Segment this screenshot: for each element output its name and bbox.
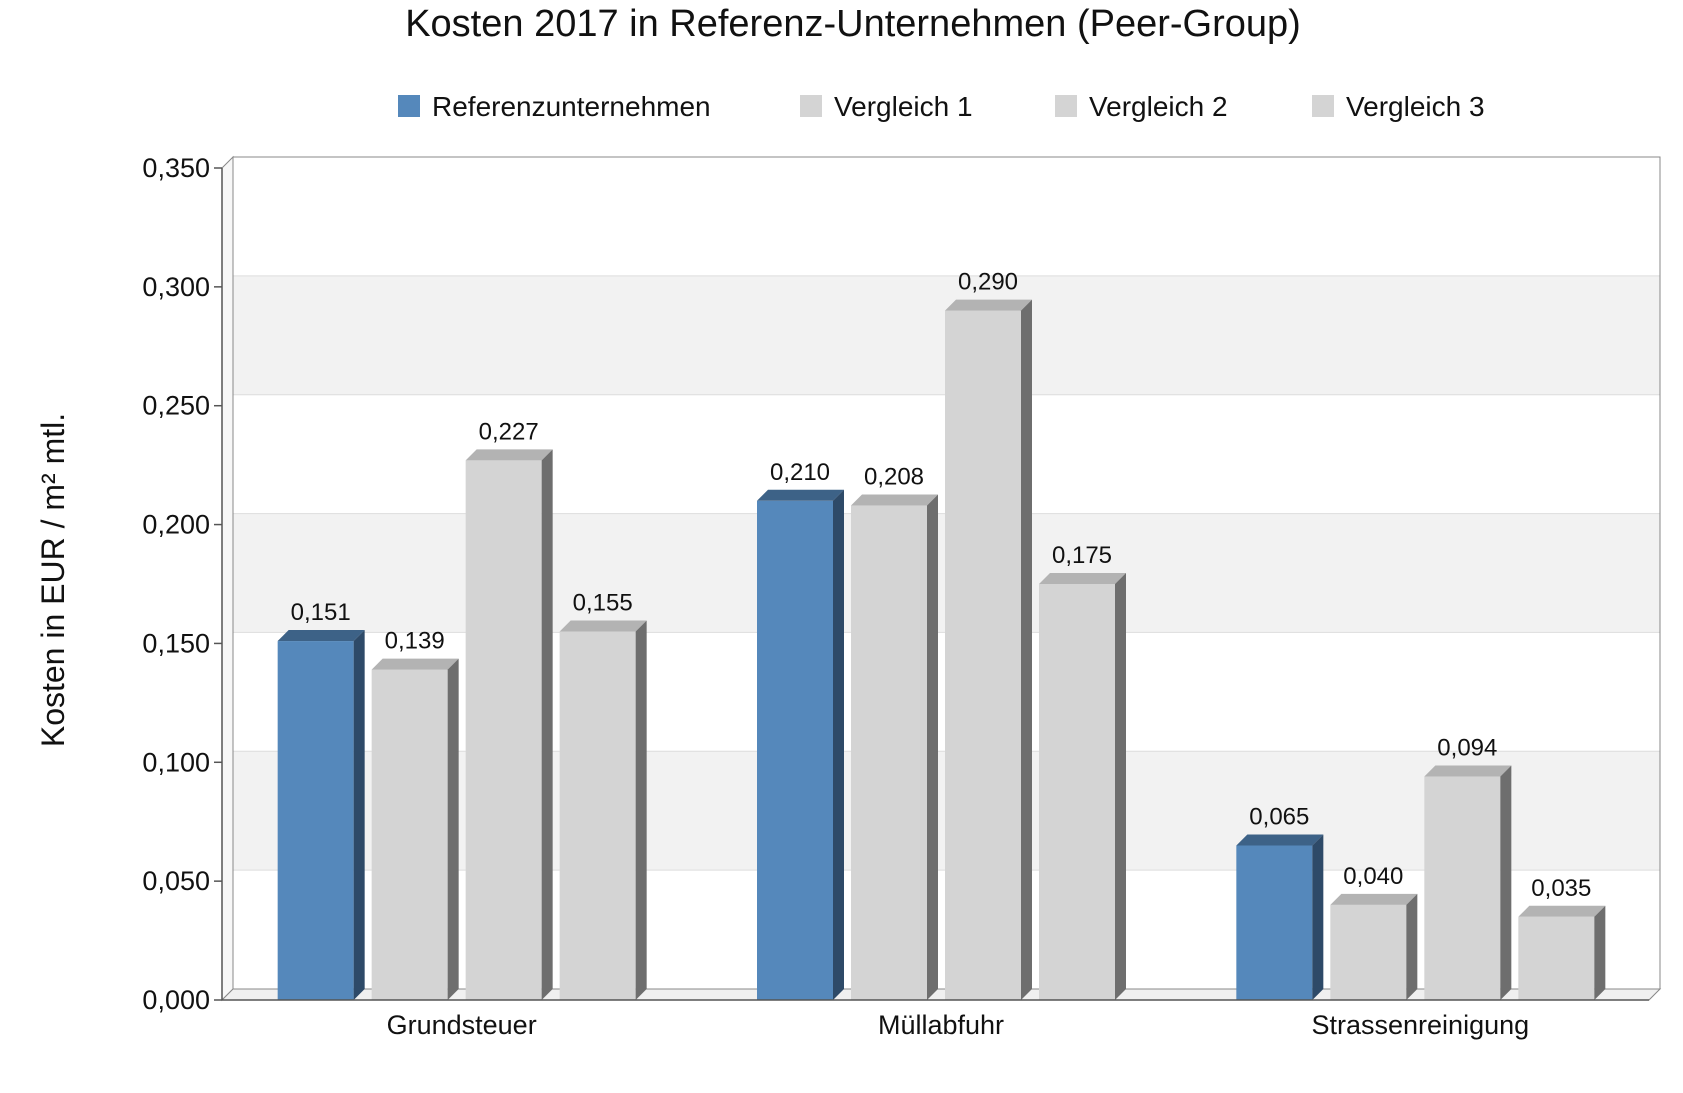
bar-top xyxy=(851,494,938,506)
bar-side xyxy=(541,449,553,1001)
bar xyxy=(277,630,365,1000)
legend-label: Referenzunternehmen xyxy=(432,91,711,122)
legend-label: Vergleich 3 xyxy=(1346,91,1485,122)
data-label: 0,035 xyxy=(1531,875,1591,902)
bar-top xyxy=(945,299,1032,311)
data-label: 0,139 xyxy=(385,628,445,655)
bar-front xyxy=(371,669,448,1000)
bar-top xyxy=(1518,905,1606,917)
y-tick-label: 0,200 xyxy=(142,510,210,540)
bar xyxy=(559,620,647,1000)
y-tick-label: 0,350 xyxy=(142,153,210,183)
data-label: 0,094 xyxy=(1437,735,1497,762)
y-tick-label: 0,000 xyxy=(142,985,210,1015)
bar xyxy=(1236,834,1324,1000)
x-tick-label: Grundsteuer xyxy=(387,1010,537,1040)
data-label: 0,175 xyxy=(1052,542,1112,569)
x-tick-label: Müllabfuhr xyxy=(878,1010,1004,1040)
bar-front xyxy=(465,460,542,1001)
bar-side xyxy=(635,620,647,1000)
bar-top xyxy=(559,620,647,632)
bar-side xyxy=(1021,299,1032,1001)
bar-side xyxy=(927,494,938,1000)
bar-side xyxy=(1500,765,1512,1000)
data-label: 0,290 xyxy=(958,269,1018,296)
x-tick-label: Strassenreinigung xyxy=(1312,1010,1530,1040)
bar-side xyxy=(1115,573,1126,1000)
bar-side xyxy=(1594,905,1606,1000)
bar xyxy=(1518,905,1606,1000)
data-label: 0,155 xyxy=(573,590,633,617)
legend-swatch xyxy=(1055,95,1077,117)
bar-side xyxy=(833,489,844,1000)
bar-side xyxy=(447,658,459,1000)
y-axis-label: Kosten in EUR / m² mtl. xyxy=(35,413,71,747)
bar xyxy=(945,299,1032,1001)
bar-side xyxy=(1312,834,1324,1000)
data-label: 0,065 xyxy=(1249,803,1309,830)
data-label: 0,227 xyxy=(479,418,539,445)
bar-front xyxy=(851,505,927,1000)
y-axis: 0,000 0,050 0,100 0,150 0,200 0,250 0,300 0,350 xyxy=(142,153,223,1015)
legend: Referenzunternehmen Vergleich 1 Vergleich … xyxy=(398,91,1485,122)
y-tick-label: 0,100 xyxy=(142,747,210,777)
grid-band xyxy=(233,157,1660,276)
data-label: 0,210 xyxy=(770,459,830,486)
data-label: 0,040 xyxy=(1343,863,1403,890)
bar xyxy=(1330,893,1418,1000)
legend-label: Vergleich 1 xyxy=(834,91,973,122)
bar-top xyxy=(1039,573,1126,584)
bar xyxy=(1039,573,1126,1000)
side-wall xyxy=(221,155,234,1002)
bar xyxy=(851,494,938,1000)
y-tick-label: 0,300 xyxy=(142,272,210,302)
bar-front xyxy=(1039,584,1115,1000)
bar-side xyxy=(1406,893,1418,1000)
bar-top xyxy=(465,449,553,461)
bar-top xyxy=(277,630,365,642)
legend-label: Vergleich 2 xyxy=(1089,91,1228,122)
legend-swatch xyxy=(398,95,420,117)
y-tick-label: 0,150 xyxy=(142,628,210,658)
bar-top xyxy=(1424,765,1512,777)
bar-front xyxy=(945,310,1021,1001)
bar-front xyxy=(1518,916,1595,1000)
bar-front xyxy=(757,500,833,1000)
legend-swatch xyxy=(800,95,822,117)
bar-front xyxy=(559,631,636,1000)
bar xyxy=(371,658,459,1000)
bar-front xyxy=(1330,904,1407,1000)
data-label: 0,208 xyxy=(864,464,924,491)
bar-front xyxy=(1236,845,1313,1000)
legend-swatch xyxy=(1312,95,1334,117)
x-axis: Grundsteuer Müllabfuhr Strassenreinigung xyxy=(222,999,1649,1040)
bar-top xyxy=(1330,893,1418,905)
bar xyxy=(1424,765,1512,1000)
bar-front xyxy=(1424,776,1501,1000)
bar-top xyxy=(757,489,844,501)
chart-title: Kosten 2017 in Referenz-Unternehmen (Pee… xyxy=(405,3,1301,45)
bar-side xyxy=(353,630,365,1000)
bar xyxy=(757,489,844,1000)
y-tick-label: 0,050 xyxy=(142,866,210,896)
bar-top xyxy=(371,658,459,670)
bar xyxy=(465,449,553,1001)
bar-front xyxy=(277,641,354,1000)
bar-top xyxy=(1236,834,1324,846)
bars: 0,151 0,139 0,227 0,155 0,210 0,208 0,290 0,175… xyxy=(277,269,1606,1001)
data-label: 0,151 xyxy=(291,599,351,626)
y-tick-label: 0,250 xyxy=(142,391,210,421)
